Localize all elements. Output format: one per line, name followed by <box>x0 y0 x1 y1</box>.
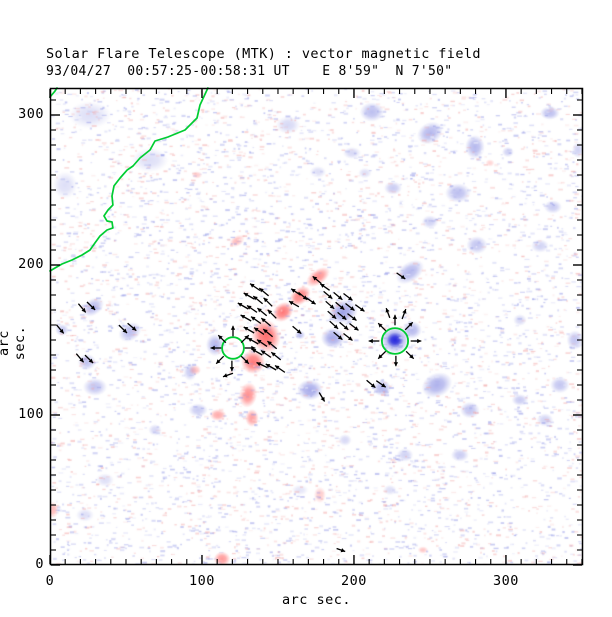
y-tick-label: 200 <box>18 256 44 272</box>
magnetic-vector-arrowhead <box>296 329 302 334</box>
magnetic-vector-arrowhead <box>259 288 264 293</box>
figure-title: Solar Flare Telescope (MTK) : vector mag… <box>46 46 481 62</box>
magnetic-vector-arrowhead <box>353 326 359 331</box>
magnetic-vector-arrowhead <box>247 305 252 310</box>
magnetic-vector-arrowhead <box>223 373 228 378</box>
magnetic-vector-arrowhead <box>247 338 253 342</box>
magnetic-vector-arrowhead <box>243 293 249 297</box>
magnetic-vector-arrowhead <box>341 315 347 320</box>
magnetic-vector-arrowhead <box>402 309 407 314</box>
magnetic-vector-arrowhead <box>263 297 269 303</box>
magnetic-vector-arrowhead <box>381 383 386 388</box>
magnetic-vector-arrowhead <box>261 318 266 323</box>
magnetic-vector-arrowhead <box>131 326 137 331</box>
magnetic-vector-arrowhead <box>81 307 86 313</box>
magnetic-vector-arrowhead <box>257 339 262 344</box>
magnetic-vector-arrowhead <box>327 294 333 299</box>
magnetic-vector-arrowhead <box>343 325 349 330</box>
magnetic-vector-arrowhead <box>337 295 343 300</box>
plot-frame <box>49 87 584 566</box>
magnetic-vector-arrowhead <box>254 327 259 332</box>
magnetic-vector-arrowhead <box>400 274 406 279</box>
magnetic-vector-arrowhead <box>350 306 355 311</box>
magnetic-vector-arrowhead <box>257 308 262 313</box>
magnetic-vector-arrowhead <box>261 350 266 355</box>
x-axis-title: arc sec. <box>281 592 352 608</box>
neutral-line-contour <box>49 87 209 272</box>
magnetic-vector-arrowhead <box>378 323 383 328</box>
field-strength-contour-ring <box>221 336 245 360</box>
magnetic-vector-arrowhead <box>271 352 276 357</box>
magnetic-vector-arrowhead <box>267 341 272 346</box>
magnetic-vector-arrowhead <box>302 295 308 300</box>
magnetic-vector-arrowhead <box>230 325 236 330</box>
magnetic-vector-arrowhead <box>351 316 357 321</box>
x-tick-label: 0 <box>45 573 55 589</box>
y-tick-label: 300 <box>18 106 44 122</box>
magnetic-vector-arrowhead <box>216 359 221 364</box>
field-strength-contour-ring <box>380 327 409 355</box>
magnetic-vector-arrowhead <box>378 354 383 359</box>
magnetic-vector-arrowhead <box>256 362 262 367</box>
x-tick-label: 300 <box>493 573 519 589</box>
magnetic-vector-arrowhead <box>320 283 325 288</box>
magnetic-vector-arrowhead <box>243 327 249 331</box>
magnetic-vector-arrowhead <box>393 362 399 367</box>
magnetic-vector-arrowhead <box>263 329 268 334</box>
magnetic-vector-arrowhead <box>320 396 325 402</box>
magnetic-vector-arrowhead <box>237 303 243 307</box>
magnetogram-field-canvas <box>50 88 583 565</box>
magnetic-vector-arrowhead <box>79 357 84 363</box>
magnetic-vector-arrowhead <box>409 354 414 359</box>
magnetic-vector-arrowhead <box>253 296 258 301</box>
magnetic-vector-arrowhead <box>251 349 257 353</box>
magnetic-vector-arrowhead <box>417 338 422 344</box>
magnetic-vector-arrowhead <box>291 288 296 293</box>
y-tick-label: 0 <box>35 556 44 572</box>
magnetic-vector-arrowhead <box>370 383 376 388</box>
magnetic-vector-arrowhead <box>122 328 127 333</box>
magnetic-vector-arrowhead <box>275 365 280 370</box>
magnetic-vector-arrowhead <box>229 367 235 372</box>
magnetic-vector-arrowhead <box>265 364 271 368</box>
magnetic-vector-arrowhead <box>392 314 398 319</box>
magnetic-vector-arrowhead <box>340 548 346 553</box>
x-tick-label: 100 <box>189 573 215 589</box>
magnetic-vector-arrowhead <box>210 345 215 351</box>
magnetic-vector-arrowhead <box>312 276 318 281</box>
magnetic-vector-arrowhead <box>311 300 316 305</box>
magnetic-vector-arrowhead <box>244 359 249 364</box>
magnetic-vector-arrowhead <box>359 307 365 312</box>
magnetic-vector-arrowhead <box>59 328 64 334</box>
figure-subtitle: 93/04/27 00:57:25-00:58:31 UT E 8'59" N … <box>46 64 453 79</box>
y-tick-label: 100 <box>18 406 44 422</box>
magnetic-vector-arrowhead <box>251 345 256 351</box>
magnetic-vector-arrowhead <box>218 335 223 340</box>
magnetic-vector-arrowhead <box>331 314 337 319</box>
magnetic-vector-arrowhead <box>408 322 413 327</box>
magnetic-vector-arrowhead <box>244 335 249 340</box>
magnetic-vector-arrowhead <box>88 358 94 363</box>
magnetic-vector-arrowhead <box>90 305 96 310</box>
magnetic-vector-arrowhead <box>348 336 353 341</box>
magnetic-vector-arrowhead <box>333 324 339 329</box>
magnetic-vector-arrowhead <box>267 309 273 315</box>
y-axis-title: arc sec. <box>0 325 28 361</box>
magnetic-vector-arrowhead <box>348 296 353 301</box>
magnetic-vector-arrowhead <box>337 335 343 340</box>
magnetic-vector-arrowhead <box>289 301 294 306</box>
magnetic-vector-arrowhead <box>339 305 345 310</box>
x-tick-label: 200 <box>341 573 367 589</box>
magnetic-vector-arrowhead <box>240 315 246 319</box>
magnetic-vector-arrowhead <box>368 338 373 344</box>
magnetic-vector-arrowhead <box>385 308 390 313</box>
magnetic-vector-arrowhead <box>329 304 335 309</box>
magnetic-vector-arrowhead <box>251 316 256 321</box>
magnetic-vector-arrowhead <box>250 283 255 288</box>
